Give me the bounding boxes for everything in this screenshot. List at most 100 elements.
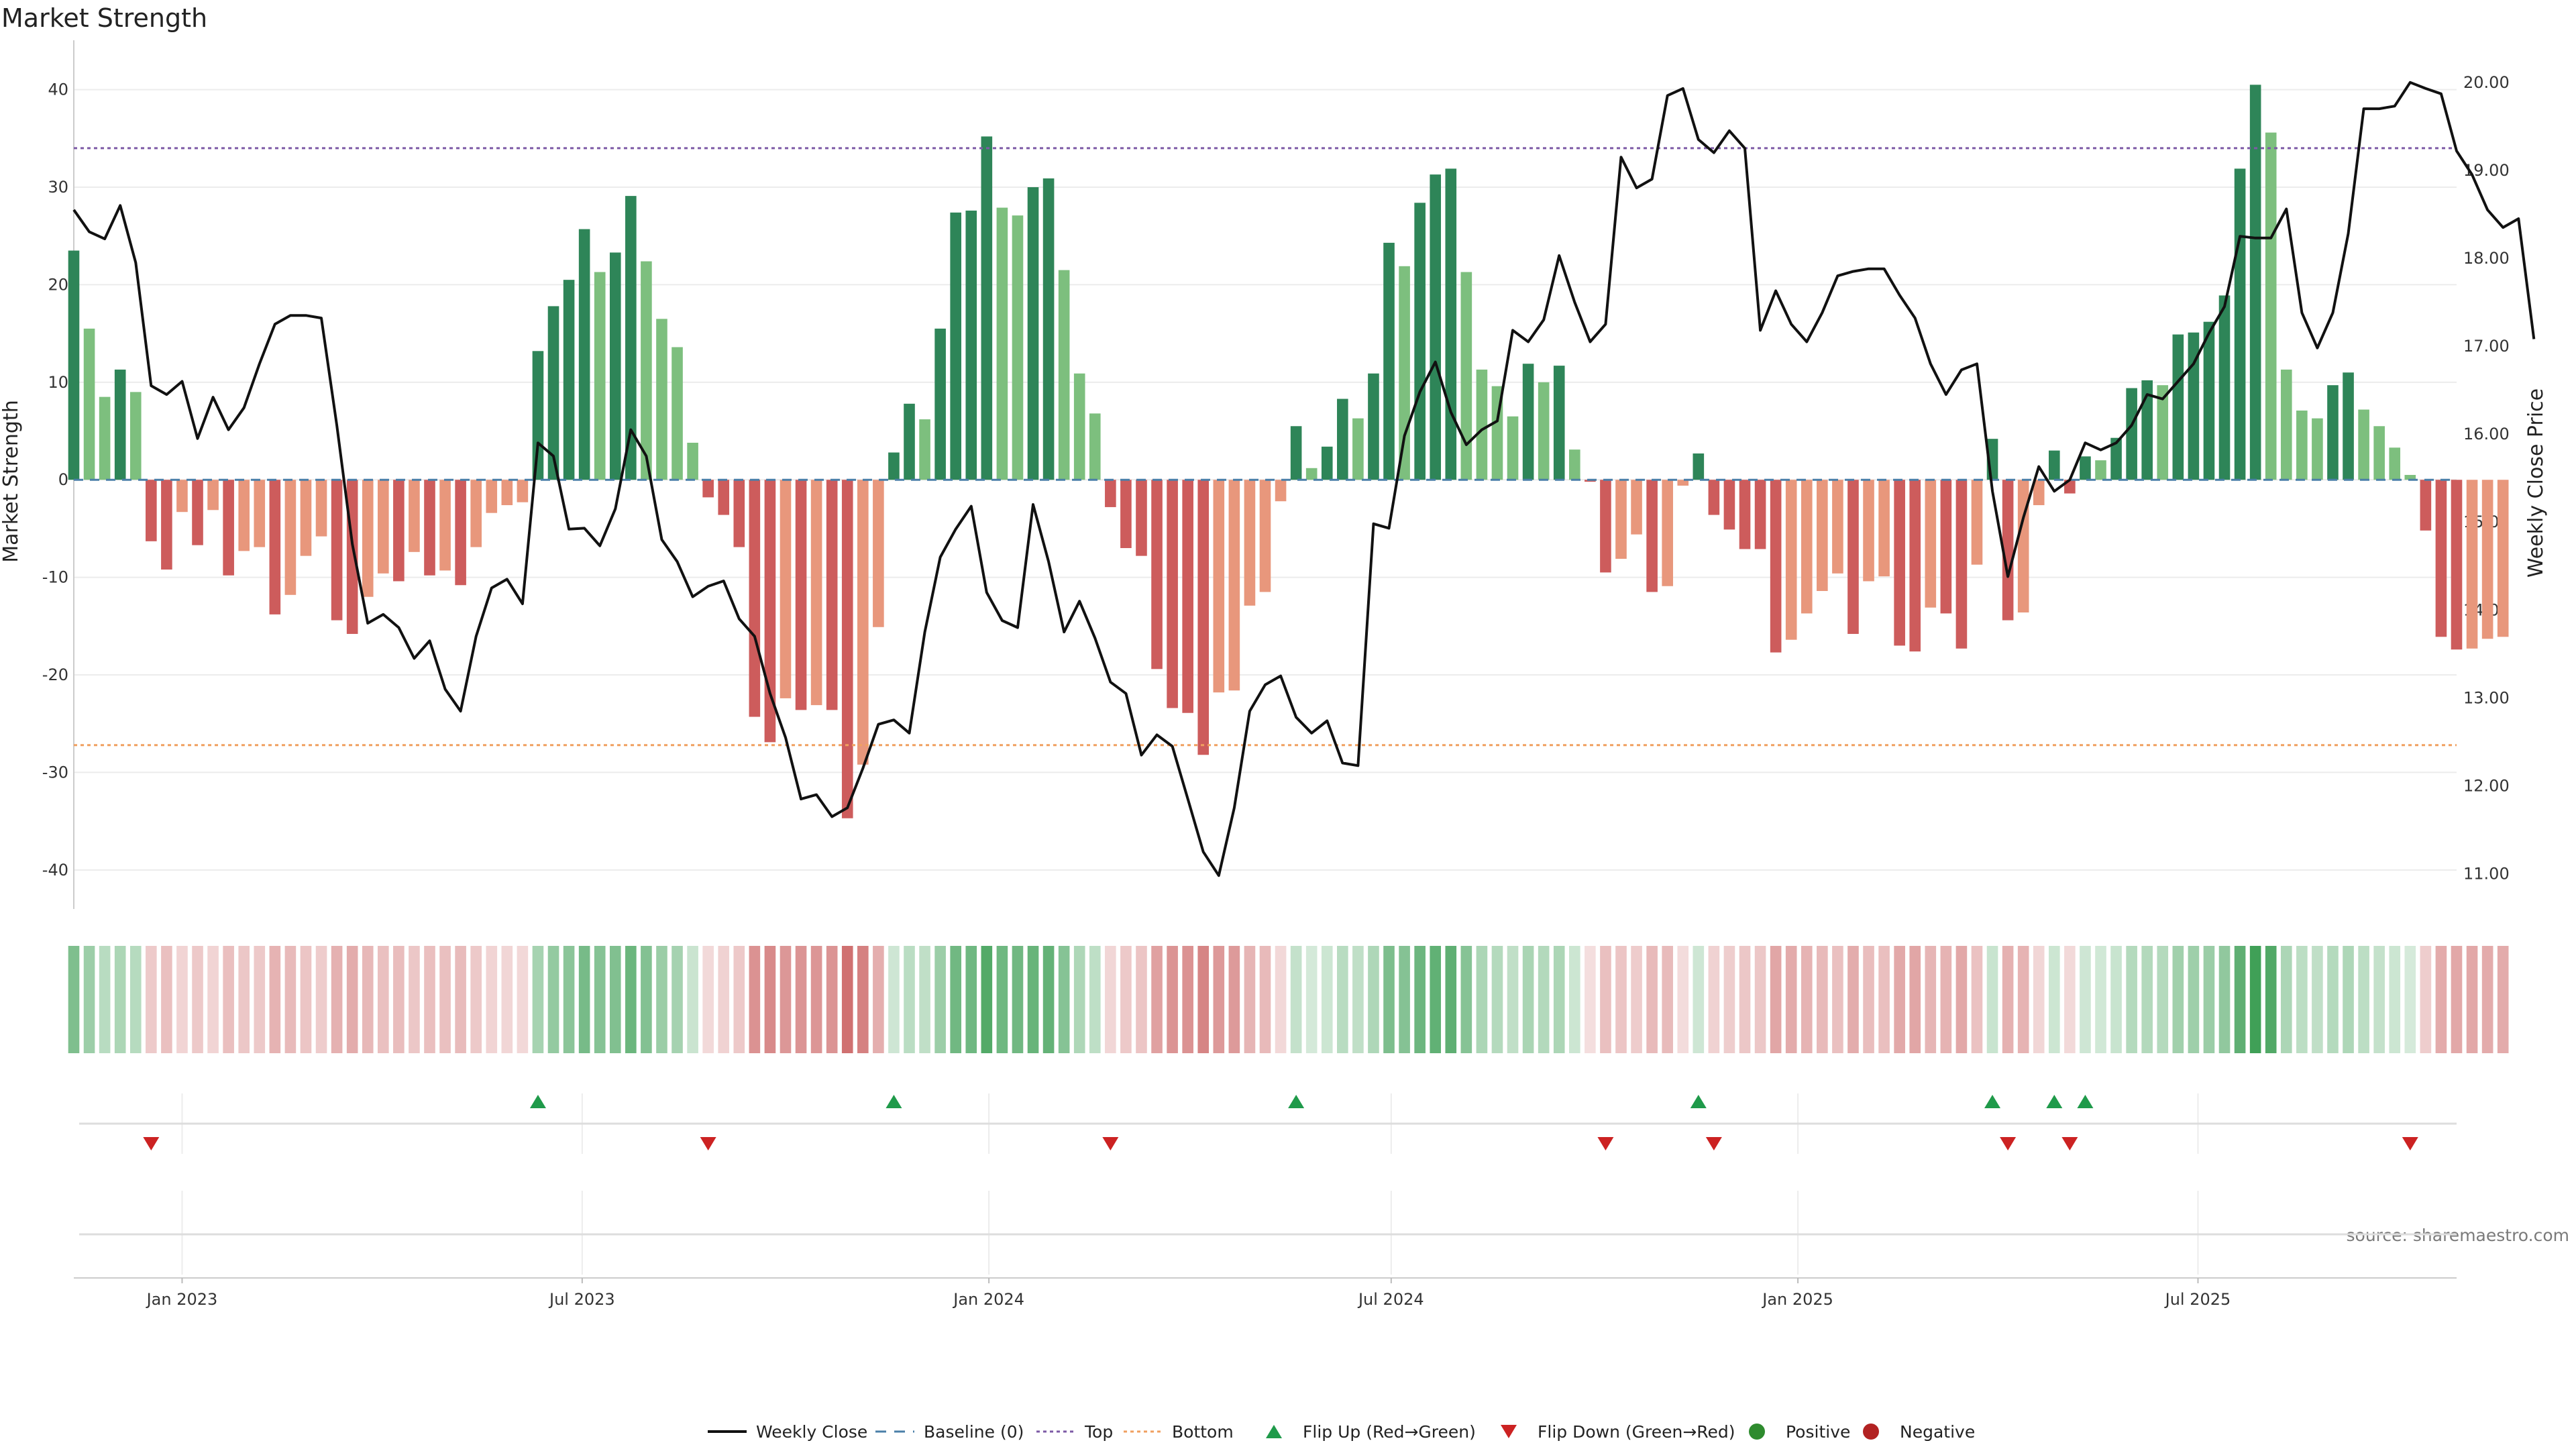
heat-strip-cell <box>2312 946 2323 1053</box>
heat-strip-cell <box>114 946 126 1053</box>
heat-strip-cell <box>532 946 544 1053</box>
strength-bar <box>409 480 420 552</box>
strength-bar <box>1863 480 1874 582</box>
y-axis-title-right: Weekly Close Price <box>2524 388 2548 578</box>
heat-strip-cell <box>1925 946 1937 1053</box>
heat-strip-cell <box>1894 946 1905 1053</box>
strength-bar <box>1723 480 1735 530</box>
y-tick-label-right: 18.00 <box>2463 249 2510 268</box>
strength-bar <box>269 480 281 614</box>
heat-strip-cell <box>1352 946 1364 1053</box>
y-tick-label-left: 40 <box>48 80 68 99</box>
heat-strip-cell <box>2110 946 2122 1053</box>
strength-bar <box>1321 446 1333 480</box>
strength-bar <box>2172 334 2184 480</box>
strength-bar <box>1337 398 1348 480</box>
strength-bar <box>1213 480 1225 693</box>
y-tick-label-left: 10 <box>48 373 68 392</box>
strength-bar <box>1693 453 1705 480</box>
strength-bar <box>1785 480 1797 640</box>
strength-bar <box>1058 270 1070 480</box>
heat-strip-cell <box>1723 946 1735 1053</box>
heat-strip-cell <box>1538 946 1550 1053</box>
heat-strip-cell <box>300 946 312 1053</box>
heat-strip-cell <box>841 946 853 1053</box>
heat-strip-cell <box>409 946 420 1053</box>
heat-strip-cell <box>1167 946 1178 1053</box>
heat-strip-cell <box>1089 946 1101 1053</box>
heat-strip-cell <box>965 946 977 1053</box>
strength-bar <box>1197 480 1210 755</box>
flip-down-marker <box>1705 1137 1722 1150</box>
y-tick-label-left: -40 <box>42 861 68 879</box>
strength-bar <box>2002 480 2014 621</box>
heat-strip-cell <box>795 946 807 1053</box>
heat-strip-cell <box>1414 946 1426 1053</box>
strength-bar <box>1259 480 1271 592</box>
heat-strip-cell <box>749 946 761 1053</box>
heat-strip-cell <box>284 946 297 1053</box>
strength-bar <box>1507 416 1519 480</box>
heat-strip-cell <box>1476 946 1488 1053</box>
heat-strip-cell <box>2358 946 2369 1053</box>
legend-swatch-positive <box>1749 1424 1765 1440</box>
strength-bar <box>904 403 915 480</box>
heat-strip-cell <box>315 946 327 1053</box>
heat-strip-cell <box>254 946 266 1053</box>
heat-strip-cell <box>2049 946 2060 1053</box>
y-tick-label-left: -10 <box>42 568 68 587</box>
strength-bar <box>486 480 498 513</box>
strength-bar <box>2296 410 2308 480</box>
heat-strip-cell <box>146 946 157 1053</box>
heat-strip-cell <box>1817 946 1828 1053</box>
y-tick-label-left: 30 <box>48 178 68 197</box>
strength-bar <box>594 272 606 480</box>
heat-strip-cell <box>455 946 466 1053</box>
strength-bar <box>1708 480 1720 515</box>
x-tick-label: Jan 2024 <box>952 1290 1024 1309</box>
flip-down-marker <box>2061 1137 2078 1150</box>
strength-bar <box>1305 468 1318 480</box>
x-tick-label: Jul 2025 <box>2164 1290 2231 1309</box>
heat-strip-cell <box>1585 946 1596 1053</box>
heat-strip-cell <box>981 946 993 1053</box>
heat-strip-cell <box>2280 946 2292 1053</box>
strength-bar <box>1878 480 1890 577</box>
heat-strip-cell <box>439 946 451 1053</box>
heat-strip-cell <box>2017 946 2029 1053</box>
strength-bar <box>455 480 466 586</box>
strength-bar <box>1151 480 1163 669</box>
heat-strip-cell <box>2218 946 2231 1053</box>
strength-bar <box>114 369 126 480</box>
strength-bar <box>223 480 234 576</box>
heat-strip-cell <box>1832 946 1843 1053</box>
heat-strip-cell <box>702 946 714 1053</box>
strength-bar <box>1522 364 1534 480</box>
heat-strip-cell <box>810 946 822 1053</box>
strength-bar <box>2234 168 2246 480</box>
strength-bar <box>300 480 312 556</box>
flip-down-marker <box>2000 1137 2017 1150</box>
heat-strip-cell <box>192 946 203 1053</box>
legend-label: Positive <box>1786 1422 1850 1442</box>
heat-strip-cell <box>1197 946 1210 1053</box>
strength-bar <box>2157 385 2169 480</box>
heat-strip-cell <box>1213 946 1225 1053</box>
strength-bar <box>393 480 405 582</box>
heat-strip-cell <box>919 946 930 1053</box>
strength-bar <box>888 452 900 480</box>
strength-bar <box>207 480 219 511</box>
heat-strip-cell <box>2080 946 2091 1053</box>
strength-bar <box>1553 366 1565 480</box>
heat-strip-cell <box>1568 946 1580 1053</box>
y-tick-label-right: 13.00 <box>2463 688 2510 707</box>
heat-strip-cell <box>1290 946 1302 1053</box>
strength-bar <box>919 419 930 480</box>
y-tick-label-right: 16.00 <box>2463 425 2510 443</box>
y-tick-label-right: 17.00 <box>2463 337 2510 356</box>
strength-bar <box>795 480 807 710</box>
x-tick-label: Jan 2025 <box>1761 1290 1833 1309</box>
heat-strip-cell <box>904 946 915 1053</box>
strength-bar <box>377 480 389 574</box>
